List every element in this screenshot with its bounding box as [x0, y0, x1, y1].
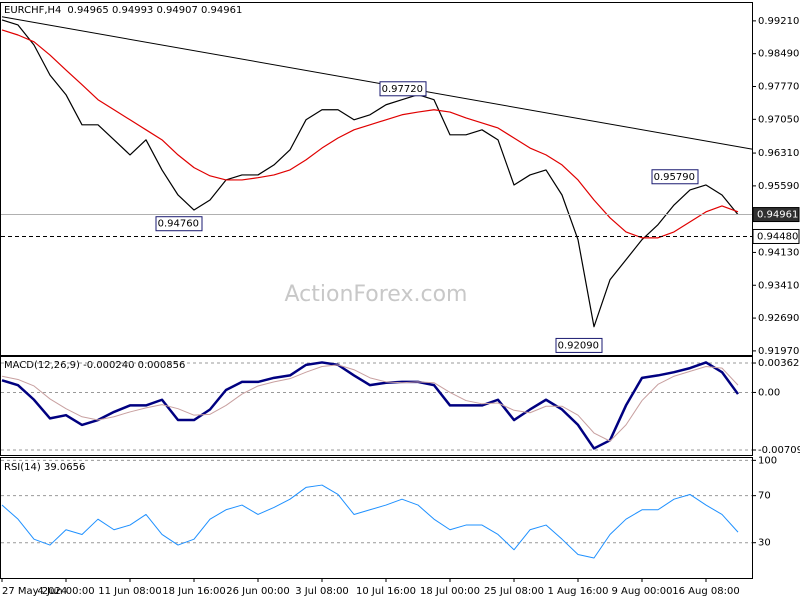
x-tick-label: 25 Jul 08:00: [484, 586, 544, 597]
price-tag-label: 0.94480: [757, 231, 798, 242]
annotation-box: [379, 81, 427, 97]
annotation-box: [651, 169, 699, 185]
y-tick-label: 0.98490: [758, 49, 799, 60]
annotation-label: 0.94760: [158, 219, 199, 230]
price-tag: [752, 228, 800, 244]
ohlc: 0.94965 0.94993 0.94907 0.94961: [67, 5, 242, 16]
y-tick-label: 0.003628: [758, 358, 800, 369]
y-tick-label: 0.93410: [758, 280, 799, 291]
x-tick-label: 11 Jun 08:00: [98, 586, 162, 597]
annotation-label: 0.95790: [654, 172, 695, 183]
y-tick-label: -0.007093: [758, 445, 800, 456]
symbol: EURCHF,H4: [4, 5, 61, 16]
y-tick-label: 70: [758, 491, 771, 502]
x-tick-label: 18 Jul 00:00: [420, 586, 480, 597]
x-tick-label: 10 Jul 16:00: [356, 586, 416, 597]
y-tick-label: 0.96310: [758, 148, 799, 159]
annotation-label: 0.92090: [558, 340, 599, 351]
x-tick-label: 26 Jun 00:00: [226, 586, 290, 597]
price-panel: [0, 2, 753, 356]
annotation-box: [155, 216, 203, 232]
y-tick-label: 0.94130: [758, 247, 799, 258]
y-tick-label: 0.00: [758, 387, 780, 398]
rsi-header: RSI(14) 39.0656: [4, 462, 85, 473]
x-tick-label: 4 Jun 00:00: [37, 586, 94, 597]
y-tick-label: 0.97770: [758, 82, 799, 93]
macd-header: MACD(12,26,9) -0.000240 0.000856: [4, 360, 185, 371]
y-tick-label: 100: [758, 455, 777, 466]
price-header: EURCHF,H4 0.94965 0.94993 0.94907 0.94961: [4, 5, 242, 16]
y-tick-label: 30: [758, 538, 771, 549]
annotation-label: 0.97720: [382, 84, 423, 95]
series-line: [1, 484, 739, 559]
y-tick-label: 0.92690: [758, 313, 799, 324]
x-tick-label: 27 May 2024: [2, 586, 67, 597]
annotation-box: [555, 337, 603, 353]
x-tick-label: 16 Aug 08:00: [672, 586, 739, 597]
y-tick-label: 0.99210: [758, 16, 799, 27]
watermark: ActionForex.com: [285, 282, 468, 307]
x-tick-label: 18 Jun 16:00: [162, 586, 226, 597]
panel-frames: [0, 2, 753, 579]
series-line: [1, 364, 739, 442]
x-tick-label: 1 Aug 16:00: [547, 586, 608, 597]
series-line: [1, 19, 739, 328]
rsi-panel: [0, 457, 753, 579]
y-tick-label: 0.95590: [758, 181, 799, 192]
price-tag-label: 0.94961: [757, 210, 798, 221]
trendline: [1, 16, 753, 150]
macd-panel: [0, 356, 753, 456]
series-line: [1, 29, 739, 239]
x-tick-label: 9 Aug 00:00: [611, 586, 672, 597]
y-tick-label: 0.91970: [758, 346, 799, 357]
x-tick-label: 3 Jul 08:00: [295, 586, 349, 597]
series-line: [1, 361, 740, 450]
y-tick-label: 0.97050: [758, 114, 799, 125]
price-tag: [752, 207, 800, 223]
